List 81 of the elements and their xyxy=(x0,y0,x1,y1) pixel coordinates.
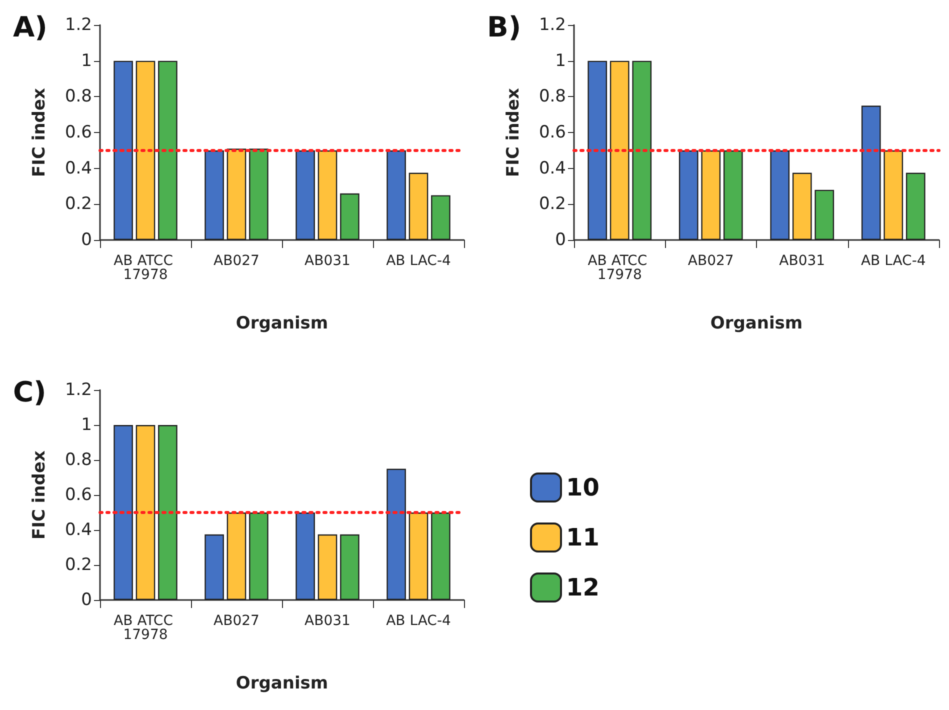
y-axis-title: FIC index xyxy=(30,88,50,177)
bar xyxy=(204,150,224,240)
bar xyxy=(158,60,178,240)
bar xyxy=(318,150,338,240)
y-tick-label: 0.2 xyxy=(538,194,566,214)
y-tick-label: 1.2 xyxy=(538,15,566,35)
y-tick-label: 1 xyxy=(81,50,92,71)
x-tick-label: AB031 xyxy=(779,253,826,269)
bar xyxy=(296,150,315,240)
x-axis-title: Organism xyxy=(236,314,328,334)
bar xyxy=(792,172,812,240)
bar xyxy=(136,425,156,600)
bar xyxy=(386,468,406,600)
x-tick-label: AB031 xyxy=(304,613,350,629)
bar xyxy=(408,512,428,600)
y-axis-title: FIC index xyxy=(504,88,524,177)
y-tick-label: 0.6 xyxy=(64,122,92,142)
x-tick-label: AB027 xyxy=(688,253,734,269)
bar xyxy=(861,106,881,240)
y-tick-label: 1 xyxy=(555,50,566,71)
bar xyxy=(318,534,338,600)
x-tick-label: AB ATCC 17978 xyxy=(114,253,178,283)
y-tick-label: 0.2 xyxy=(64,194,92,214)
x-tick-label: AB ATCC 17978 xyxy=(588,253,652,283)
legend-label: 11 xyxy=(566,524,600,552)
chart-title: A) xyxy=(13,10,48,44)
chart-title: B) xyxy=(487,10,522,44)
y-tick-label: 0.6 xyxy=(538,122,566,142)
x-tick-label: AB LAC-4 xyxy=(386,253,451,269)
bar xyxy=(340,193,360,240)
bar xyxy=(204,534,224,600)
y-tick-label: 0.8 xyxy=(64,450,92,470)
y-axis-title: FIC index xyxy=(30,450,50,540)
y-tick-label: 0 xyxy=(81,590,92,610)
y-tick-label: 0 xyxy=(81,230,92,250)
x-tick-label: AB031 xyxy=(304,253,350,269)
bar xyxy=(814,190,834,240)
y-tick-label: 0.2 xyxy=(64,555,92,575)
x-axis-title: Organism xyxy=(710,314,803,334)
bar xyxy=(114,425,133,600)
x-tick-label: AB027 xyxy=(214,253,260,269)
chart-title: C) xyxy=(13,376,46,408)
legend-label: 10 xyxy=(566,474,600,502)
bar xyxy=(884,150,904,240)
x-tick-label: AB LAC-4 xyxy=(860,253,926,269)
y-tick-label: 0.4 xyxy=(64,158,92,178)
bar xyxy=(136,60,156,240)
legend-label: 12 xyxy=(566,574,600,602)
y-tick-label: 0 xyxy=(555,230,566,250)
y-tick-label: 1.2 xyxy=(64,380,92,400)
y-tick-label: 0.4 xyxy=(538,158,566,178)
bar xyxy=(610,60,630,240)
bar xyxy=(431,512,450,600)
bar xyxy=(770,150,790,240)
bar xyxy=(678,150,698,240)
bar xyxy=(249,148,268,240)
bar xyxy=(701,150,721,240)
bar xyxy=(588,60,608,240)
bar xyxy=(906,172,926,240)
bar xyxy=(723,150,743,240)
x-tick-label: AB ATCC 17978 xyxy=(114,613,178,643)
bar xyxy=(386,150,406,240)
y-tick-label: 1 xyxy=(81,415,92,435)
y-tick-label: 0.4 xyxy=(64,520,92,540)
y-tick-label: 0.6 xyxy=(64,485,92,505)
bar xyxy=(632,60,652,240)
bar xyxy=(431,195,450,240)
bar xyxy=(226,148,246,240)
bar xyxy=(408,172,428,240)
bar xyxy=(114,60,133,240)
bar xyxy=(249,512,268,600)
y-tick-label: 1.2 xyxy=(64,15,92,35)
bar xyxy=(158,425,178,600)
y-tick-label: 0.8 xyxy=(538,86,566,107)
x-tick-label: AB LAC-4 xyxy=(386,613,451,629)
bar xyxy=(226,512,246,600)
bar xyxy=(340,534,360,600)
x-tick-label: AB027 xyxy=(214,613,260,629)
x-axis-title: Organism xyxy=(236,674,328,694)
bar xyxy=(296,512,315,600)
y-tick-label: 0.8 xyxy=(64,86,92,107)
